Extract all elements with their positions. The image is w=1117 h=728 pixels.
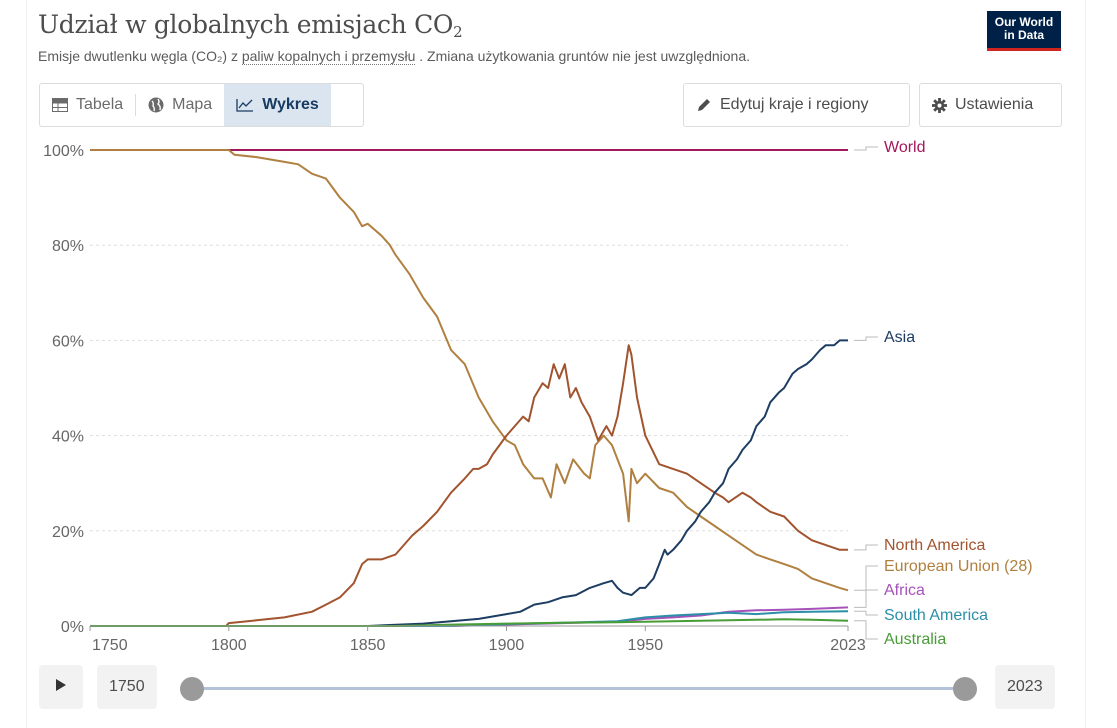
- y-tick-label: 40%: [52, 429, 84, 446]
- series-line-north-america[interactable]: [90, 344, 848, 627]
- x-tick-label: 1800: [211, 637, 247, 654]
- pencil-icon: [696, 97, 712, 113]
- end-year-box[interactable]: 2023: [995, 665, 1055, 709]
- x-tick-label: 1750: [92, 637, 128, 654]
- chart-title: Udział w globalnych emisjach CO2: [38, 10, 463, 41]
- x-tick-label: 2023: [830, 637, 866, 654]
- x-tick-label: 1900: [489, 637, 525, 654]
- series-label[interactable]: North America: [884, 537, 985, 554]
- y-tick-label: 0%: [61, 619, 84, 636]
- y-tick-label: 80%: [52, 238, 84, 255]
- series-label[interactable]: European Union (28): [884, 558, 1033, 575]
- line-chart-icon: [236, 98, 254, 112]
- series-label[interactable]: World: [884, 139, 926, 156]
- timeline-track[interactable]: [192, 687, 965, 690]
- edit-countries-button[interactable]: Edytuj kraje i regiony: [683, 83, 910, 127]
- y-tick-label: 100%: [43, 143, 84, 160]
- x-tick-label: 1850: [350, 637, 386, 654]
- table-icon: [52, 98, 68, 112]
- timeline-start-handle[interactable]: [180, 677, 204, 701]
- label-connector: [854, 146, 878, 151]
- label-connector: [854, 565, 878, 591]
- series-line-australia[interactable]: [90, 618, 849, 627]
- label-connector: [854, 336, 878, 341]
- view-tabs: Tabela Mapa Wykres: [39, 83, 364, 127]
- chart-frame: [26, 0, 1086, 728]
- series-line-european-union-28[interactable]: [90, 149, 849, 592]
- start-year-box[interactable]: 1750: [97, 665, 157, 709]
- settings-button[interactable]: Ustawienia: [919, 83, 1062, 127]
- series-line-africa[interactable]: [90, 606, 849, 627]
- series-label[interactable]: Asia: [884, 329, 915, 346]
- series-label[interactable]: Australia: [884, 631, 946, 648]
- label-connector: [854, 589, 878, 608]
- owid-logo[interactable]: Our World in Data: [987, 11, 1061, 51]
- gear-icon: [932, 97, 947, 113]
- y-tick-label: 60%: [52, 333, 84, 350]
- chart-subtitle: Emisje dwutlenku węgla (CO₂) z paliw kop…: [38, 48, 751, 65]
- series-line-asia[interactable]: [90, 339, 848, 627]
- tab-chart[interactable]: Wykres: [224, 84, 331, 126]
- play-button[interactable]: [39, 665, 83, 709]
- timeline-end-handle[interactable]: [953, 677, 977, 701]
- tab-map[interactable]: Mapa: [136, 84, 224, 126]
- label-connector: [854, 610, 878, 616]
- globe-icon: [148, 97, 164, 113]
- series-label[interactable]: South America: [884, 607, 988, 624]
- play-icon: [55, 678, 67, 697]
- fossil-fuels-link[interactable]: paliw kopalnych i przemysłu: [241, 48, 416, 65]
- label-connector: [854, 544, 878, 551]
- x-tick-label: 1950: [628, 637, 664, 654]
- tab-table[interactable]: Tabela: [40, 84, 135, 126]
- line-chart: 0% 20% 40% 60% 80% 100% 1750 1800 1850 1900 1950 20…: [43, 139, 1033, 654]
- series-label[interactable]: Africa: [884, 582, 925, 599]
- label-connector: [854, 620, 878, 640]
- y-tick-label: 20%: [52, 524, 84, 541]
